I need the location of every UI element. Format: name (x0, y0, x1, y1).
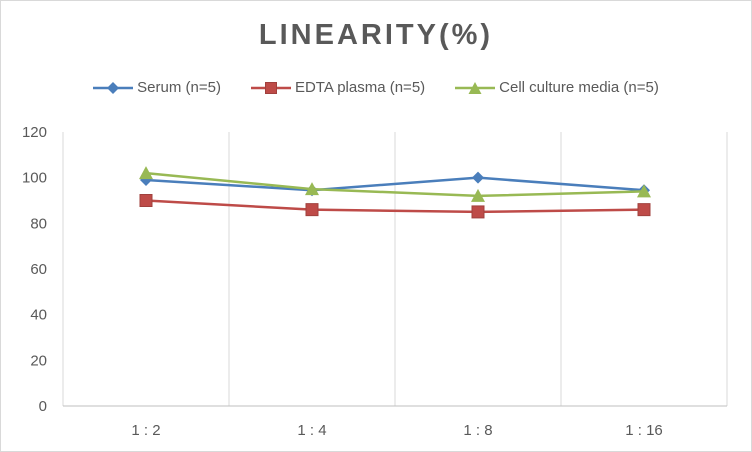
data-point-edta-plasma-n-5 (637, 203, 651, 217)
data-point-cell-culture-media-n-5 (471, 188, 485, 202)
data-point-edta-plasma-n-5 (305, 203, 319, 217)
legend-item-cell-culture-media: Cell culture media (n=5) (455, 79, 659, 96)
legend-marker-serum (93, 81, 134, 94)
legend-item-serum: Serum (n=5) (93, 79, 221, 96)
legend-marker-edta-plasma (250, 81, 291, 94)
legend-label-edta-plasma: EDTA plasma (n=5) (294, 79, 426, 96)
legend-marker-cell-culture-media (455, 81, 496, 94)
legend-item-edta-plasma: EDTA plasma (n=5) (250, 79, 426, 96)
data-point-cell-culture-media-n-5 (637, 184, 651, 198)
y-tick-label: 0 (39, 398, 47, 415)
y-tick-label: 80 (30, 215, 47, 232)
y-tick-label: 60 (30, 261, 47, 278)
y-tick-label: 40 (30, 307, 47, 324)
series-line-cell-culture-media-n-5 (145, 171, 645, 198)
y-tick-label: 100 (22, 170, 47, 187)
legend: Serum (n=5) EDTA plasma (n=5) Cell cultu… (1, 79, 751, 96)
data-point-edta-plasma-n-5 (139, 194, 153, 207)
y-tick-label: 20 (30, 352, 47, 369)
x-tick-label: 1 : 8 (463, 422, 492, 439)
data-point-edta-plasma-n-5 (471, 205, 485, 219)
chart-title: LINEARITY(%) (258, 19, 494, 51)
data-point-cell-culture-media-n-5 (139, 166, 153, 180)
x-tick-label: 1 : 16 (625, 422, 663, 439)
data-point-serum-n-5 (472, 171, 484, 184)
series-line-edta-plasma-n-5 (145, 199, 645, 214)
series-line-serum-n-5 (145, 176, 645, 192)
x-tick-label: 1 : 2 (131, 422, 160, 439)
legend-label-serum: Serum (n=5) (137, 79, 221, 96)
legend-label-cell-culture-media: Cell culture media (n=5) (499, 79, 659, 96)
x-tick-label: 1 : 4 (297, 422, 326, 439)
data-point-cell-culture-media-n-5 (305, 182, 319, 196)
y-tick-label: 120 (22, 124, 47, 141)
